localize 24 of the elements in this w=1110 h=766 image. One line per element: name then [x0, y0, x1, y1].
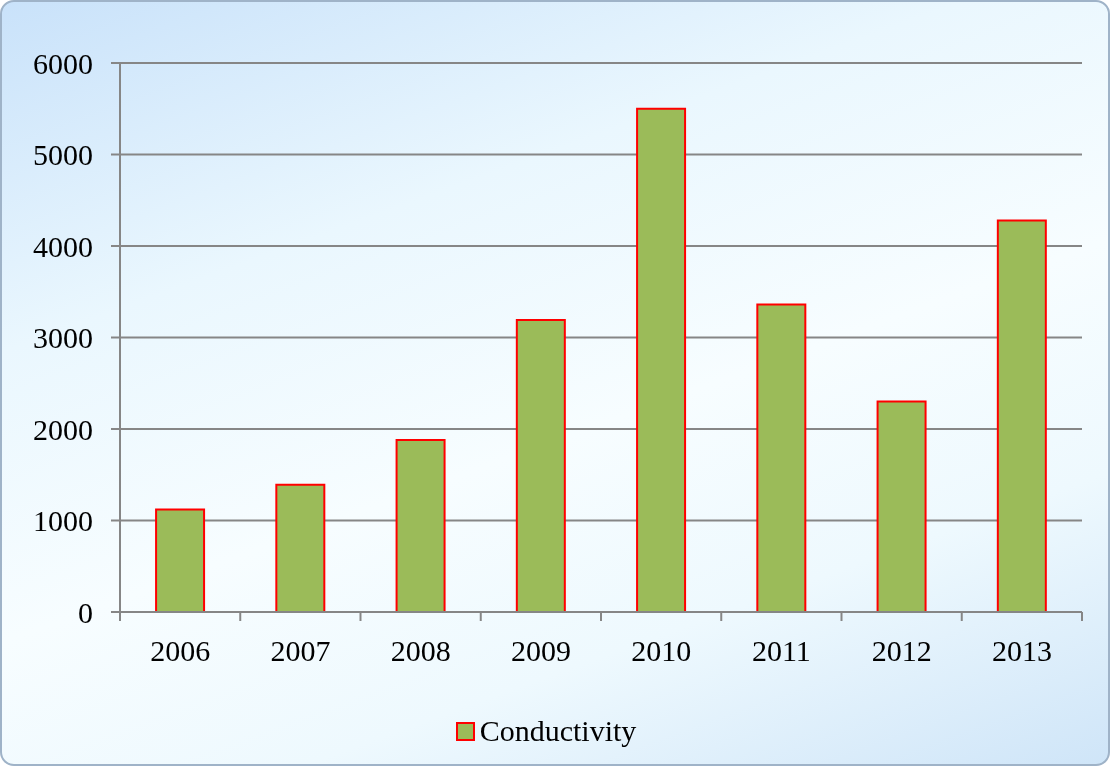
bar	[636, 107, 687, 612]
x-tick-label: 2009	[510, 634, 571, 667]
y-tick-label: 0	[78, 595, 93, 629]
x-tick-label: 2013	[991, 634, 1052, 667]
y-tick-label: 6000	[33, 46, 93, 80]
y-tick-label: 5000	[33, 138, 93, 172]
bar	[275, 483, 326, 612]
bar	[515, 319, 566, 612]
bar	[756, 303, 807, 612]
y-tick-label: 4000	[33, 229, 93, 263]
bar	[876, 400, 927, 612]
bar	[395, 438, 446, 612]
x-tick-label: 2010	[631, 634, 692, 667]
x-tick-label: 2012	[871, 634, 932, 667]
bar	[155, 508, 206, 612]
x-tick-label: 2011	[751, 634, 811, 667]
y-tick-label: 1000	[33, 504, 93, 538]
y-tick-label: 2000	[33, 412, 93, 446]
legend-label: Conductivity	[479, 714, 637, 748]
x-tick-label: 2008	[390, 634, 451, 667]
y-tick-label: 3000	[33, 321, 93, 355]
bar	[996, 219, 1047, 612]
x-tick-label: 2006	[150, 634, 211, 667]
x-tick-label: 2007	[270, 634, 331, 667]
